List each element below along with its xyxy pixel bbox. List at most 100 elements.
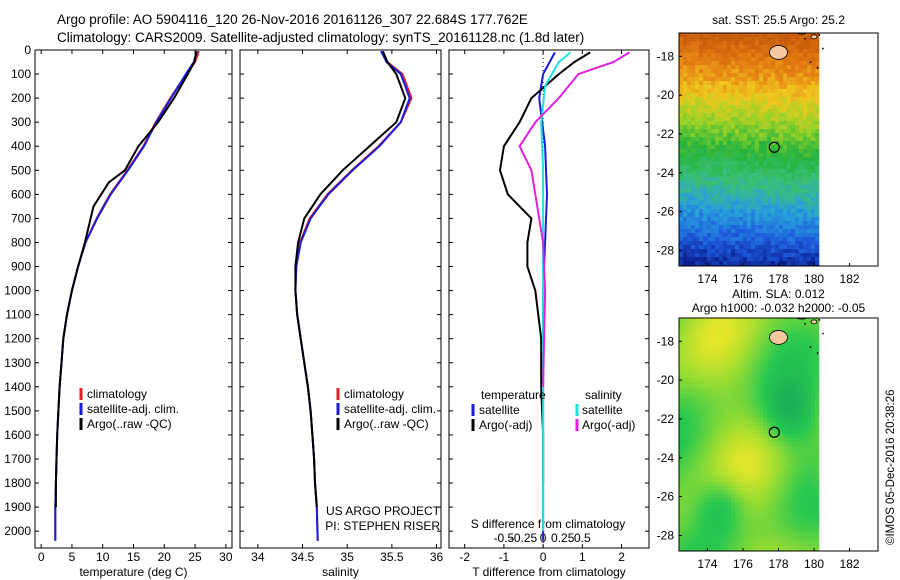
map-cell [755,45,760,50]
map-cell [747,173,752,178]
map-cell [771,450,776,455]
map-cell [707,77,712,82]
map-cell [707,145,712,150]
map-cell [719,253,724,258]
map-cell [807,466,812,471]
map-cell [683,358,688,363]
map-cell [735,322,740,327]
map-cell [679,165,684,170]
map-cell [747,137,752,142]
map-cell [739,85,744,90]
map-cell [695,129,700,134]
map-cell [703,109,708,114]
map-cell [683,406,688,411]
map-cell [679,318,684,323]
map-cell [691,498,696,503]
map-cell [703,181,708,186]
map-cell [703,253,708,258]
map-cell [747,237,752,242]
map-cell [731,197,736,202]
map-cell [759,466,764,471]
map-cell [771,354,776,359]
map-cell [799,410,804,415]
map-cell [795,161,800,166]
map-cell [807,546,812,551]
map-cell [795,506,800,511]
map-cell [795,157,800,162]
map-cell [771,229,776,234]
map-cell [687,121,692,126]
map-cell [747,438,752,443]
map-cell [707,209,712,214]
map-cell [735,229,740,234]
map-cell [767,362,772,367]
map-cell [707,129,712,134]
map-cell [723,326,728,331]
map-cell [747,77,752,82]
map-cell [723,322,728,327]
map-cell [691,257,696,262]
sla-map: 174 176 178 180 182-18-20-22-24-26-28Altim. … [657,287,879,571]
map-cell [727,394,732,399]
map-cell [807,57,812,62]
map-cell [727,362,732,367]
map-cell [783,85,788,90]
map-cell [795,113,800,118]
map-cell [707,390,712,395]
map-cell [783,546,788,551]
map-cell [727,49,732,54]
map-cell [747,470,752,475]
map-cell [691,109,696,114]
map-cell [735,470,740,475]
map-cell [795,249,800,254]
map-cell [803,386,808,391]
map-cell [691,205,696,210]
map-cell [807,181,812,186]
map-cell [703,137,708,142]
map-cell [755,418,760,423]
map-cell [771,438,776,443]
map-cell [783,530,788,535]
map-cell [751,73,756,78]
map-cell [791,382,796,387]
map-cell [811,330,816,335]
map-cell [811,382,816,387]
map-cell [771,358,776,363]
map-cell [783,97,788,102]
map-cell [727,237,732,242]
map-cell [787,109,792,114]
lon-tick-label: 178 [768,272,788,286]
map-cell [807,65,812,70]
map-cell [699,81,704,86]
map-cell [747,165,752,170]
map-cell [707,97,712,102]
map-cell [711,81,716,86]
map-cell [815,229,820,234]
map-cell [687,97,692,102]
map-cell [719,378,724,383]
map-cell [751,97,756,102]
map-cell [739,482,744,487]
map-cell [707,526,712,531]
map-cell [815,522,820,527]
map-cell [775,502,780,507]
map-cell [695,153,700,158]
map-cell [691,221,696,226]
map-cell [807,149,812,154]
map-cell [763,113,768,118]
map-cell [807,454,812,459]
map-cell [759,217,764,222]
map-cell [763,486,768,491]
map-cell [679,245,684,250]
map-cell [743,173,748,178]
map-cell [727,173,732,178]
map-cell [727,209,732,214]
map-cell [799,217,804,222]
map-cell [683,390,688,395]
map-cell [719,518,724,523]
map-cell [703,510,708,515]
map-cell [751,105,756,110]
map-cell [803,49,808,54]
map-cell [743,358,748,363]
